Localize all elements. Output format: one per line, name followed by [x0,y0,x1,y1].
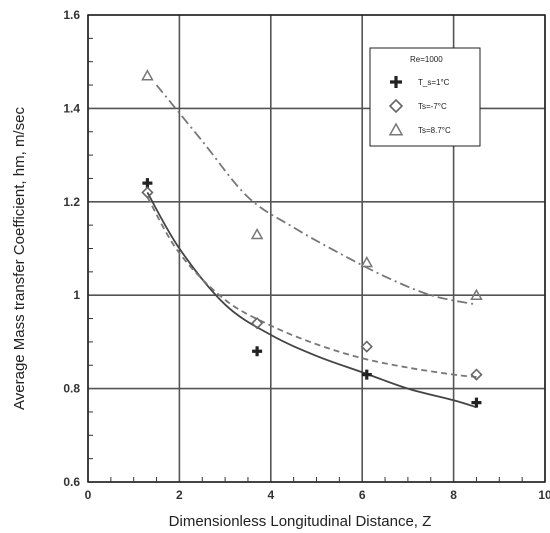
legend-items: T_s=1°C Ts=-7°C Ts=8.7°C [388,76,451,136]
diamond-marker [470,368,483,381]
y-tick-label: 1.2 [63,195,80,209]
triangle-marker [250,227,264,240]
x-tick-label: 6 [359,488,366,502]
series-curves [146,84,477,409]
triangle-marker [360,255,374,268]
y-tick-label: 1 [73,288,80,302]
x-tick-label: 10 [538,488,550,502]
y-tick-label: 1.6 [63,8,80,22]
legend: Re=1000 T_s=1°C Ts=-7°C Ts=8.7°C [369,47,481,147]
x-tick-label: 4 [267,488,274,502]
legend-label: Ts=8.7°C [418,126,451,135]
triangle-marker [470,288,483,300]
legend-box [369,47,481,147]
x-tick-label: 2 [176,488,183,502]
series-curve [146,192,477,409]
diamond-marker [250,317,264,330]
series-curve [155,84,477,306]
cross-marker [390,76,402,88]
y-tick-label: 1.4 [63,101,80,115]
diamond-marker [360,340,373,353]
diamond-marker [141,186,154,199]
triangle-marker [141,69,154,81]
series-curve [146,196,477,378]
x-tick-label: 8 [450,488,457,502]
x-tick-label: 0 [85,488,92,502]
y-axis-label: Average Mass transfer Coefficient, hm, m… [11,107,28,410]
y-tick-label: 0.6 [63,475,80,489]
legend-label: T_s=1°C [418,78,450,87]
legend-label: Ts=-7°C [418,102,447,111]
x-axis-label: Dimensionless Longitudinal Distance, Z [169,513,432,530]
cross-marker [361,369,372,380]
triangle-marker [388,122,404,136]
axis-ticks: 0 2 4 6 8 10 0.6 0.8 1 1.2 1.4 1.6 [63,8,550,502]
cross-marker [252,346,263,357]
y-tick-label: 0.8 [63,382,80,396]
cross-marker [471,397,482,408]
diamond-marker [388,98,404,114]
legend-title: Re=1000 [410,55,443,64]
series-markers [141,69,483,408]
